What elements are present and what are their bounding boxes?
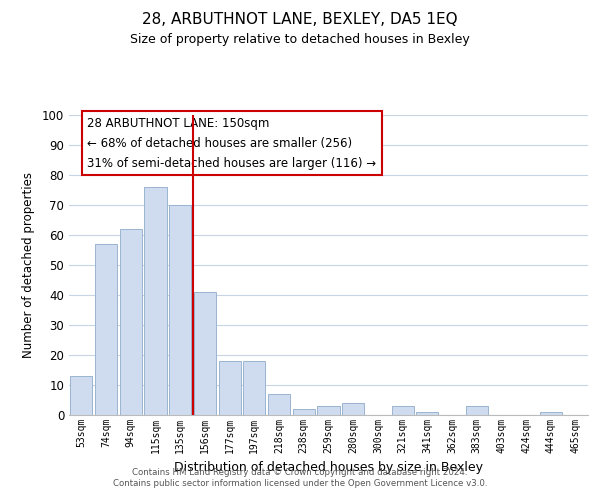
Bar <box>218 361 241 415</box>
Bar <box>293 409 315 415</box>
Bar <box>169 205 191 415</box>
Text: 28 ARBUTHNOT LANE: 150sqm
← 68% of detached houses are smaller (256)
31% of semi: 28 ARBUTHNOT LANE: 150sqm ← 68% of detac… <box>87 116 376 170</box>
Bar <box>119 229 142 415</box>
Bar <box>416 412 439 415</box>
Bar <box>70 376 92 415</box>
Bar <box>317 406 340 415</box>
X-axis label: Distribution of detached houses by size in Bexley: Distribution of detached houses by size … <box>174 462 483 474</box>
Bar <box>95 244 117 415</box>
Text: Size of property relative to detached houses in Bexley: Size of property relative to detached ho… <box>130 32 470 46</box>
Bar <box>243 361 265 415</box>
Bar <box>466 406 488 415</box>
Y-axis label: Number of detached properties: Number of detached properties <box>22 172 35 358</box>
Bar <box>145 187 167 415</box>
Bar <box>194 292 216 415</box>
Bar <box>392 406 414 415</box>
Bar <box>268 394 290 415</box>
Bar <box>540 412 562 415</box>
Text: 28, ARBUTHNOT LANE, BEXLEY, DA5 1EQ: 28, ARBUTHNOT LANE, BEXLEY, DA5 1EQ <box>142 12 458 28</box>
Text: Contains HM Land Registry data © Crown copyright and database right 2024.
Contai: Contains HM Land Registry data © Crown c… <box>113 468 487 487</box>
Bar <box>342 403 364 415</box>
